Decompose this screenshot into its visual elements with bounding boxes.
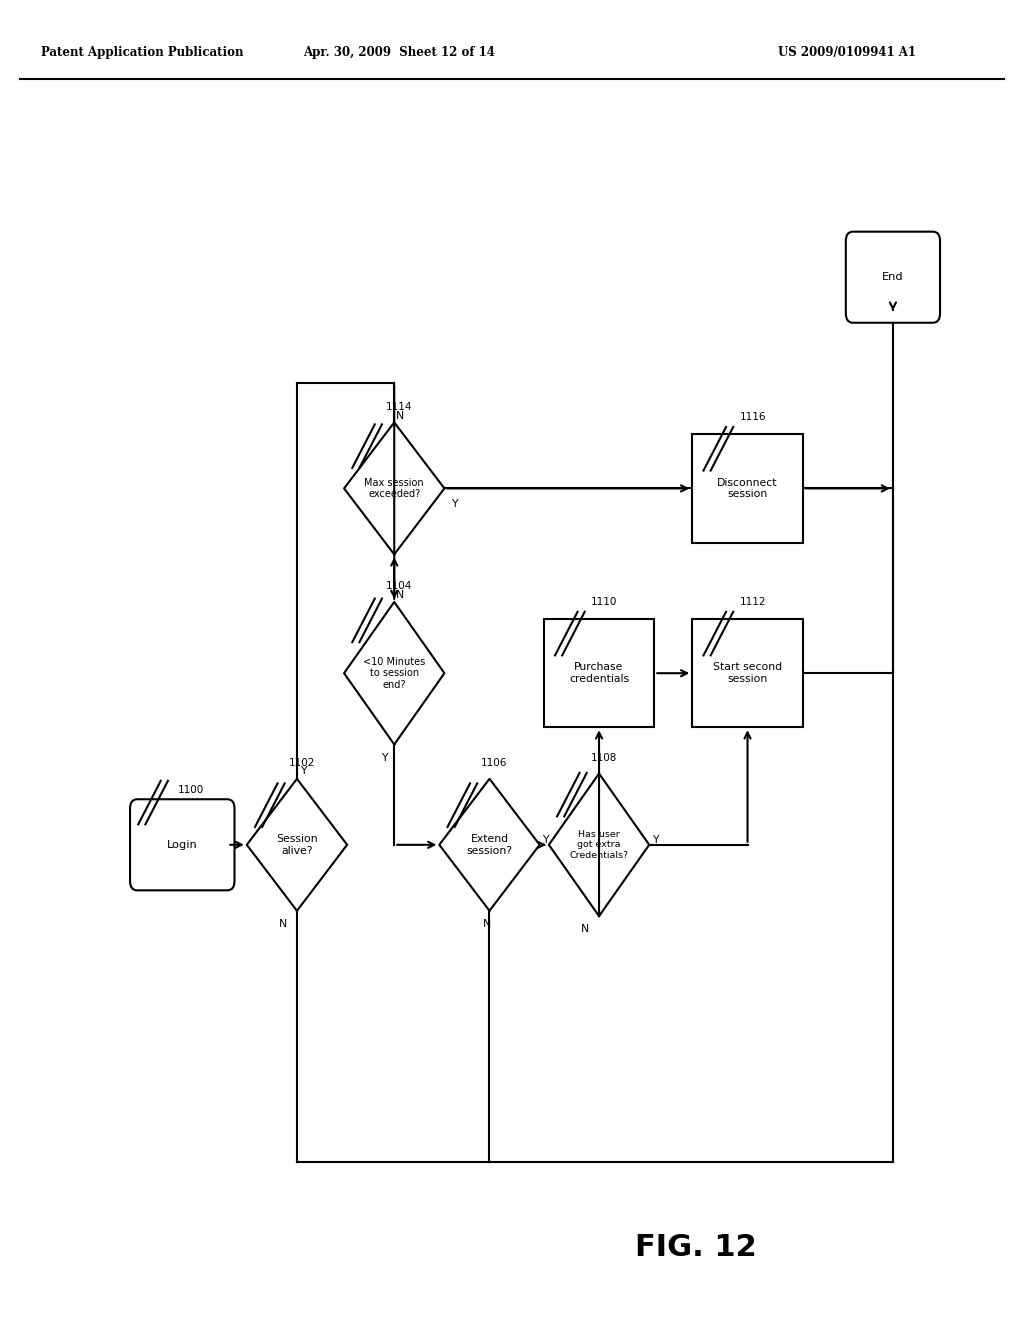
Text: Apr. 30, 2009  Sheet 12 of 14: Apr. 30, 2009 Sheet 12 of 14 [303,46,496,59]
Text: Y: Y [452,499,458,510]
Text: 1116: 1116 [739,412,766,422]
Text: Y: Y [300,766,306,776]
Text: 1114: 1114 [386,401,413,412]
Text: N: N [396,590,404,601]
Text: Y: Y [652,834,658,845]
Text: 1102: 1102 [289,758,315,768]
Text: 1108: 1108 [591,752,617,763]
Text: Extend
session?: Extend session? [467,834,512,855]
Bar [692,434,803,543]
Text: N: N [396,411,404,421]
FancyBboxPatch shape [130,800,234,891]
Text: Y: Y [381,752,387,763]
Text: Disconnect
session: Disconnect session [717,478,778,499]
Text: N: N [279,919,287,929]
Text: Max session
exceeded?: Max session exceeded? [365,478,424,499]
Bar [692,619,803,727]
Text: <10 Minutes
to session
end?: <10 Minutes to session end? [364,656,425,690]
Text: Session
alive?: Session alive? [276,834,317,855]
Text: Patent Application Publication: Patent Application Publication [41,46,244,59]
Text: 1112: 1112 [739,597,766,607]
Text: Start second
session: Start second session [713,663,782,684]
Text: 1100: 1100 [178,784,205,795]
Bar [544,619,654,727]
Text: FIG. 12: FIG. 12 [635,1233,757,1262]
Text: Has user
got extra
Credentials?: Has user got extra Credentials? [569,830,629,859]
Text: N: N [581,924,589,935]
FancyBboxPatch shape [846,232,940,322]
Text: US 2009/0109941 A1: US 2009/0109941 A1 [778,46,916,59]
Text: N: N [483,919,492,929]
Text: 1104: 1104 [386,581,413,591]
Text: Y: Y [543,834,549,845]
Text: Login: Login [167,840,198,850]
Text: End: End [882,272,904,282]
Text: Purchase
credentials: Purchase credentials [569,663,629,684]
Text: 1110: 1110 [591,597,617,607]
Text: 1106: 1106 [481,758,508,768]
